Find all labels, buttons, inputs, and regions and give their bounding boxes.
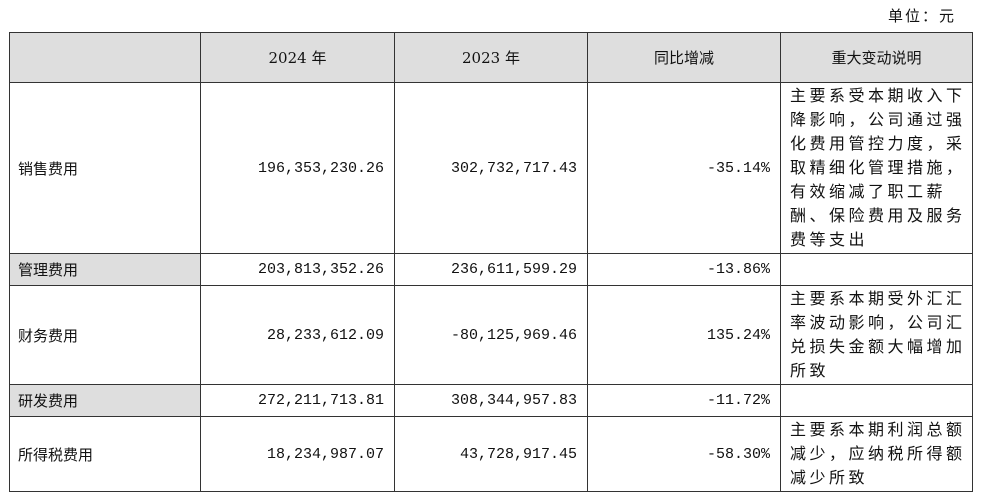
value-cell: -13.86%	[587, 253, 781, 286]
value-cell: 18,234,987.07	[200, 416, 395, 492]
expense-table: 2024 年 2023 年同比增减 重大变动说明 销售费用 196,353,230.26…	[9, 32, 973, 492]
description-cell	[780, 253, 973, 286]
value-cell: -11.72%	[587, 384, 781, 417]
data-row: 管理费用 203,813,352.26 236,611,599.29 -13.86%	[9, 253, 973, 286]
value-cell: 236,611,599.29	[394, 253, 588, 286]
row-label: 所得税费用	[9, 416, 201, 492]
unit-label: 单位：元	[887, 7, 956, 25]
value-cell: 203,813,352.26	[200, 253, 395, 286]
data-row: 研发费用 272,211,713.81 308,344,957.83 -11.72%	[9, 384, 973, 417]
row-label: 研发费用	[9, 384, 201, 417]
value-cell: -35.14%	[587, 82, 781, 254]
description-cell: 主要系受本期收入下降影响，公司通过强化费用管控力度，采取精细化管理措施，有效缩减…	[780, 82, 973, 254]
header-cell	[9, 32, 201, 83]
row-label: 管理费用	[9, 253, 201, 286]
header-row: 2024 年 2023 年同比增减 重大变动说明	[9, 32, 973, 83]
data-row: 财务费用 28,233,612.09 -80,125,969.46 135.24% 主要…	[9, 285, 973, 385]
header-cell: 重大变动说明	[780, 32, 973, 83]
value-cell: 272,211,713.81	[200, 384, 395, 417]
row-label: 财务费用	[9, 285, 201, 385]
value-cell: 308,344,957.83	[394, 384, 588, 417]
row-label: 销售费用	[9, 82, 201, 254]
description-cell: 主要系本期利润总额减少，应纳税所得额减少所致	[780, 416, 973, 492]
description-cell	[780, 384, 973, 417]
value-cell: -58.30%	[587, 416, 781, 492]
description-cell: 主要系本期受外汇汇率波动影响，公司汇兑损失金额大幅增加所致	[780, 285, 973, 385]
header-cell: 同比增减	[587, 32, 781, 83]
header-cell: 2023 年	[394, 32, 588, 83]
value-cell: 135.24%	[587, 285, 781, 385]
header-cell: 2024 年	[200, 32, 395, 83]
table-body: 2024 年 2023 年同比增减 重大变动说明 销售费用 196,353,230.26…	[9, 32, 973, 492]
value-cell: 43,728,917.45	[394, 416, 588, 492]
data-row: 所得税费用 18,234,987.07 43,728,917.45 -58.30% 主要…	[9, 416, 973, 492]
value-cell: -80,125,969.46	[394, 285, 588, 385]
value-cell: 302,732,717.43	[394, 82, 588, 254]
value-cell: 196,353,230.26	[200, 82, 395, 254]
value-cell: 28,233,612.09	[200, 285, 395, 385]
data-row: 销售费用 196,353,230.26 302,732,717.43 -35.14% 主…	[9, 82, 973, 254]
